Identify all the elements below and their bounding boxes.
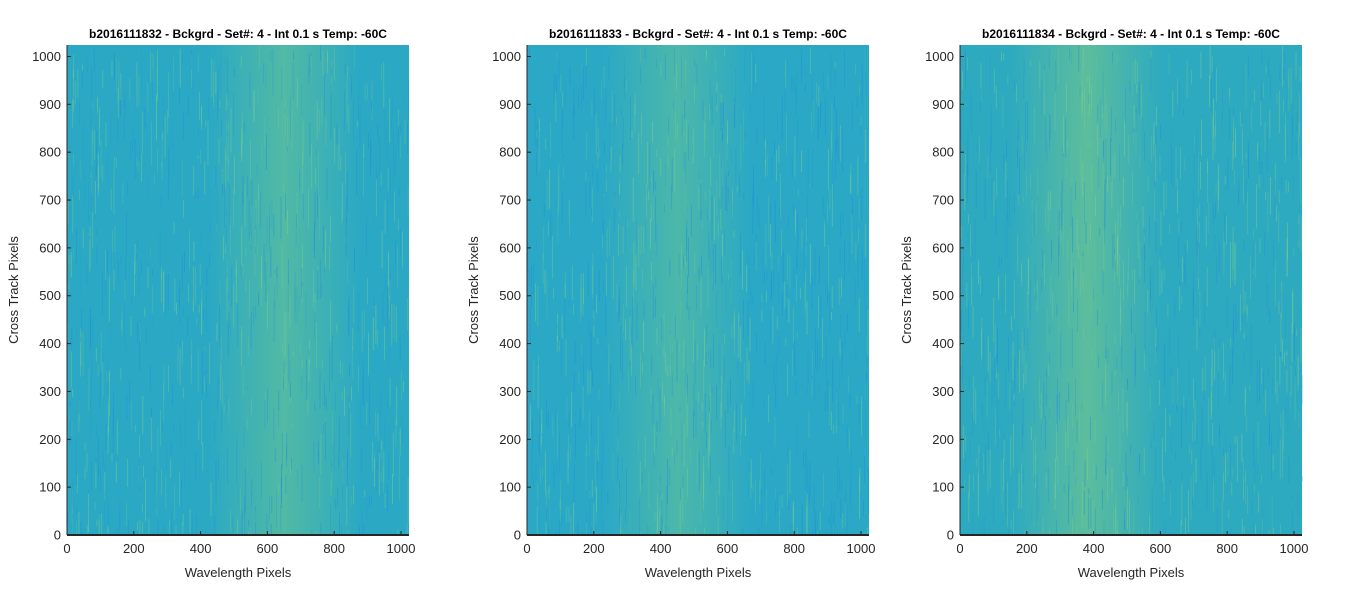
y-tick-label: 600 [932, 240, 954, 255]
x-tick-label: 600 [717, 541, 739, 556]
y-tick-label: 300 [932, 384, 954, 399]
y-tick-label: 800 [39, 145, 61, 160]
y-tick-label: 900 [39, 97, 61, 112]
y-tick-label: 300 [39, 384, 61, 399]
y-tick-label: 0 [514, 528, 521, 543]
chart-title: b2016111832 - Bckgrd - Set#: 4 - Int 0.1… [89, 27, 387, 41]
x-tick-label: 600 [1150, 541, 1172, 556]
y-tick-label: 600 [39, 240, 61, 255]
y-tick-label: 700 [39, 193, 61, 208]
y-tick-label: 1000 [32, 49, 61, 64]
y-tick-label: 600 [499, 240, 521, 255]
x-tick-label: 400 [190, 541, 212, 556]
x-tick-label: 400 [650, 541, 672, 556]
heatmap-texture [527, 46, 870, 535]
panel-1: b2016111832 - Bckgrd - Set#: 4 - Int 0.1… [6, 27, 415, 580]
x-tick-label: 200 [123, 541, 145, 556]
x-axis-label: Wavelength Pixels [1078, 565, 1185, 580]
x-tick-label: 600 [257, 541, 279, 556]
x-tick-label: 0 [956, 541, 963, 556]
y-tick-label: 700 [499, 193, 521, 208]
x-tick-label: 0 [63, 541, 70, 556]
y-tick-label: 200 [932, 432, 954, 447]
x-tick-label: 1000 [847, 541, 876, 556]
y-tick-label: 100 [39, 480, 61, 495]
x-tick-label: 0 [523, 541, 530, 556]
x-tick-label: 1000 [1280, 541, 1309, 556]
x-tick-label: 800 [783, 541, 805, 556]
y-axis-label: Cross Track Pixels [899, 236, 914, 344]
x-tick-label: 1000 [387, 541, 416, 556]
x-tick-label: 200 [1016, 541, 1038, 556]
y-tick-label: 900 [499, 97, 521, 112]
y-tick-label: 500 [39, 288, 61, 303]
chart-title: b2016111834 - Bckgrd - Set#: 4 - Int 0.1… [982, 27, 1280, 41]
y-tick-label: 100 [932, 480, 954, 495]
x-axis-label: Wavelength Pixels [185, 565, 292, 580]
y-axis-label: Cross Track Pixels [6, 236, 21, 344]
panel-3: b2016111834 - Bckgrd - Set#: 4 - Int 0.1… [899, 27, 1308, 580]
y-tick-label: 500 [499, 288, 521, 303]
y-tick-label: 0 [947, 528, 954, 543]
y-tick-label: 400 [499, 336, 521, 351]
heatmap-band [527, 45, 869, 535]
y-tick-label: 900 [932, 97, 954, 112]
x-tick-label: 800 [323, 541, 345, 556]
x-tick-label: 800 [1216, 541, 1238, 556]
y-tick-label: 0 [54, 528, 61, 543]
y-tick-label: 1000 [925, 49, 954, 64]
x-tick-label: 400 [1083, 541, 1105, 556]
x-tick-label: 200 [583, 541, 605, 556]
y-tick-label: 400 [39, 336, 61, 351]
y-tick-label: 200 [39, 432, 61, 447]
heatmap-texture [67, 45, 409, 535]
y-tick-label: 100 [499, 480, 521, 495]
y-axis-label: Cross Track Pixels [466, 236, 481, 344]
chart-title: b2016111833 - Bckgrd - Set#: 4 - Int 0.1… [549, 27, 847, 41]
y-tick-label: 400 [932, 336, 954, 351]
y-tick-label: 800 [932, 145, 954, 160]
y-tick-label: 200 [499, 432, 521, 447]
y-tick-label: 300 [499, 384, 521, 399]
y-tick-label: 800 [499, 145, 521, 160]
y-tick-label: 1000 [492, 49, 521, 64]
panel-2: b2016111833 - Bckgrd - Set#: 4 - Int 0.1… [466, 27, 875, 580]
y-tick-label: 500 [932, 288, 954, 303]
y-tick-label: 700 [932, 193, 954, 208]
x-axis-label: Wavelength Pixels [645, 565, 752, 580]
